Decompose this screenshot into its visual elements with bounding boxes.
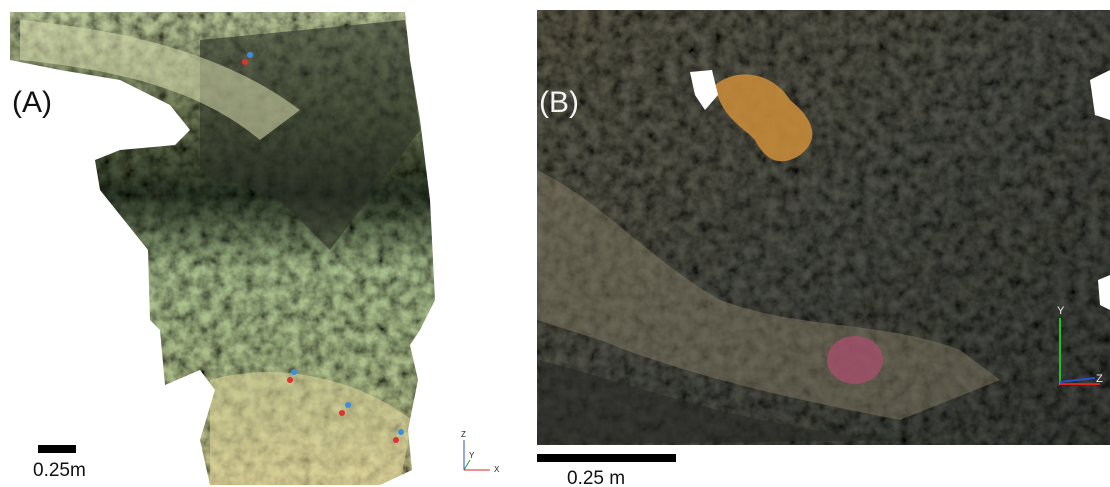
axis-label: Y xyxy=(1057,305,1065,317)
axis-label: Z xyxy=(461,430,466,439)
point-cloud-b xyxy=(537,10,1110,445)
scale-bar xyxy=(537,454,676,462)
axis-triad: Z Y X xyxy=(461,430,500,474)
panel-a: (A) 0.25m Z Y X xyxy=(0,0,500,487)
point-cloud-a xyxy=(0,0,440,487)
panel-label: (B) xyxy=(539,86,579,119)
axis-label: Y xyxy=(469,451,475,460)
axis-label: Z xyxy=(1096,373,1103,385)
panel-label: (A) xyxy=(12,86,52,119)
axis-label: X xyxy=(494,465,500,474)
scale-label: 0.25 m xyxy=(567,468,625,487)
panel-b: (B) 0.25 m Y Z xyxy=(537,10,1110,487)
scale-label: 0.25m xyxy=(33,460,86,481)
scale-bar xyxy=(38,445,76,453)
figure: (A) 0.25m Z Y X (B) 0.25 m xyxy=(0,0,1110,487)
